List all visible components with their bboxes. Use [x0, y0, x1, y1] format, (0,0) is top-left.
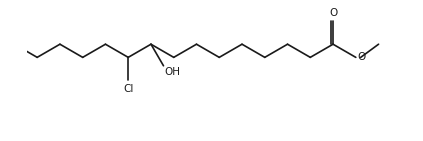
Text: OH: OH [165, 67, 181, 77]
Text: O: O [329, 8, 337, 18]
Text: Cl: Cl [123, 84, 133, 94]
Text: O: O [357, 52, 365, 61]
